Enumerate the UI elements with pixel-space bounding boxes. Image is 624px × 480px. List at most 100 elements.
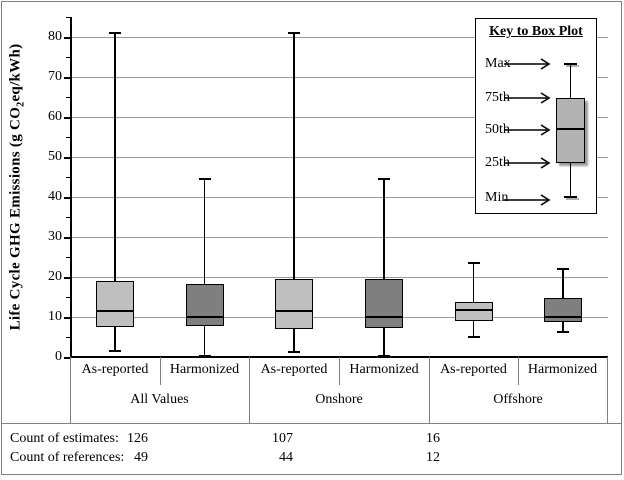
gridline <box>70 277 608 278</box>
gridline <box>70 317 608 318</box>
x-group-label-offshore: Offshore <box>493 392 543 407</box>
whisker-line <box>203 179 206 284</box>
category-separator <box>607 357 608 423</box>
whisker-cap <box>108 350 121 352</box>
y-tick-label: 30 <box>48 229 62 244</box>
category-separator <box>70 357 71 423</box>
x-label-harmonized-all: Harmonized <box>169 362 240 377</box>
category-separator <box>518 357 519 385</box>
y-minor-tick <box>66 337 70 338</box>
chart-footer-divider <box>1 423 621 424</box>
x-label-as-reported-onshore: As-reported <box>260 362 328 377</box>
whisker-cap <box>198 354 211 357</box>
whisker-cap <box>288 32 301 34</box>
y-tick-label: 0 <box>55 349 62 364</box>
x-label-harmonized-onshore: Harmonized <box>349 362 419 377</box>
y-major-tick <box>64 37 70 39</box>
whisker-cap <box>108 32 121 34</box>
whisker-cap <box>557 330 570 333</box>
box-plot-box <box>454 301 493 321</box>
whisker-line <box>293 329 295 353</box>
count-references-all-values: 49 <box>134 450 148 465</box>
x-label-as-reported-offshore: As-reported <box>440 362 507 377</box>
right-arrow-icon <box>504 124 551 136</box>
legend-label-max: Max <box>485 56 511 71</box>
whisker-line <box>383 328 385 356</box>
y-major-tick <box>64 317 70 319</box>
whisker-line <box>472 321 475 337</box>
y-tick-label: 40 <box>48 189 62 204</box>
y-tick-label: 10 <box>48 309 62 324</box>
gridline <box>70 157 608 158</box>
whisker-line <box>562 269 564 299</box>
right-arrow-icon <box>504 194 551 206</box>
y-major-tick <box>64 237 70 239</box>
y-minor-tick <box>66 137 70 138</box>
box-plot-box <box>364 279 403 329</box>
box-plot-box <box>185 283 224 326</box>
y-minor-tick <box>66 57 70 58</box>
legend-sample-box <box>556 98 585 163</box>
whisker-cap <box>377 354 390 357</box>
legend-label-25th: 25th <box>485 155 510 170</box>
count-of-references-label: Count of references: <box>10 450 125 465</box>
y-major-tick <box>64 157 70 159</box>
legend-label-50th: 50th <box>485 122 510 137</box>
y-minor-tick <box>66 297 70 298</box>
category-separator <box>249 357 250 423</box>
box-plot-box <box>544 298 583 322</box>
legend-label-75th: 75th <box>485 90 510 105</box>
whisker-line <box>203 325 206 356</box>
count-references-onshore: 44 <box>279 450 293 465</box>
whisker-cap <box>467 336 480 338</box>
right-arrow-icon <box>504 92 551 104</box>
y-tick-label: 60 <box>48 109 62 124</box>
whisker-cap <box>557 268 570 270</box>
whisker-cap <box>288 351 301 354</box>
median-line <box>95 310 134 312</box>
x-group-label-all-values: All Values <box>130 392 189 407</box>
legend-key-to-box-plot: Key to Box Plot Max 75th 50th 25th Min <box>475 18 597 214</box>
legend-sample-whisker-cap-min <box>564 196 577 198</box>
x-group-label-onshore: Onshore <box>315 392 363 407</box>
y-tick-label: 20 <box>48 269 62 284</box>
whisker-line <box>472 263 475 302</box>
legend-sample-whisker-line <box>569 65 571 98</box>
box-plot-box <box>275 279 314 329</box>
gridline <box>70 237 608 238</box>
whisker-cap <box>467 262 480 264</box>
gridline <box>70 117 608 118</box>
gridline <box>70 77 608 78</box>
median-line <box>364 316 403 318</box>
median-line <box>275 310 314 312</box>
gridline <box>70 197 608 198</box>
legend-label-min: Min <box>485 190 509 205</box>
whisker-cap <box>198 178 211 180</box>
x-axis-line <box>70 356 608 358</box>
x-label-harmonized-offshore: Harmonized <box>527 362 598 377</box>
legend-title: Key to Box Plot <box>489 24 583 39</box>
box-plot-box <box>95 281 134 327</box>
count-estimates-onshore: 107 <box>272 431 293 446</box>
whisker-line <box>114 327 116 351</box>
right-arrow-icon <box>504 58 551 70</box>
y-tick-label: 50 <box>48 149 62 164</box>
y-major-tick <box>64 117 70 119</box>
count-of-estimates-label: Count of estimates: <box>10 431 119 446</box>
whisker-line <box>114 33 116 281</box>
category-separator <box>160 357 161 385</box>
y-minor-tick <box>66 177 70 178</box>
y-minor-tick <box>66 97 70 98</box>
y-tick-label: 80 <box>48 29 62 44</box>
whisker-line <box>293 33 295 279</box>
legend-sample-whisker-cap-max <box>564 63 577 65</box>
count-estimates-offshore: 16 <box>426 431 440 446</box>
whisker-cap <box>377 178 390 180</box>
y-tick-label: 70 <box>48 69 62 84</box>
median-line <box>454 308 493 311</box>
legend-sample-median-line <box>556 128 585 130</box>
count-references-offshore: 12 <box>426 450 440 465</box>
